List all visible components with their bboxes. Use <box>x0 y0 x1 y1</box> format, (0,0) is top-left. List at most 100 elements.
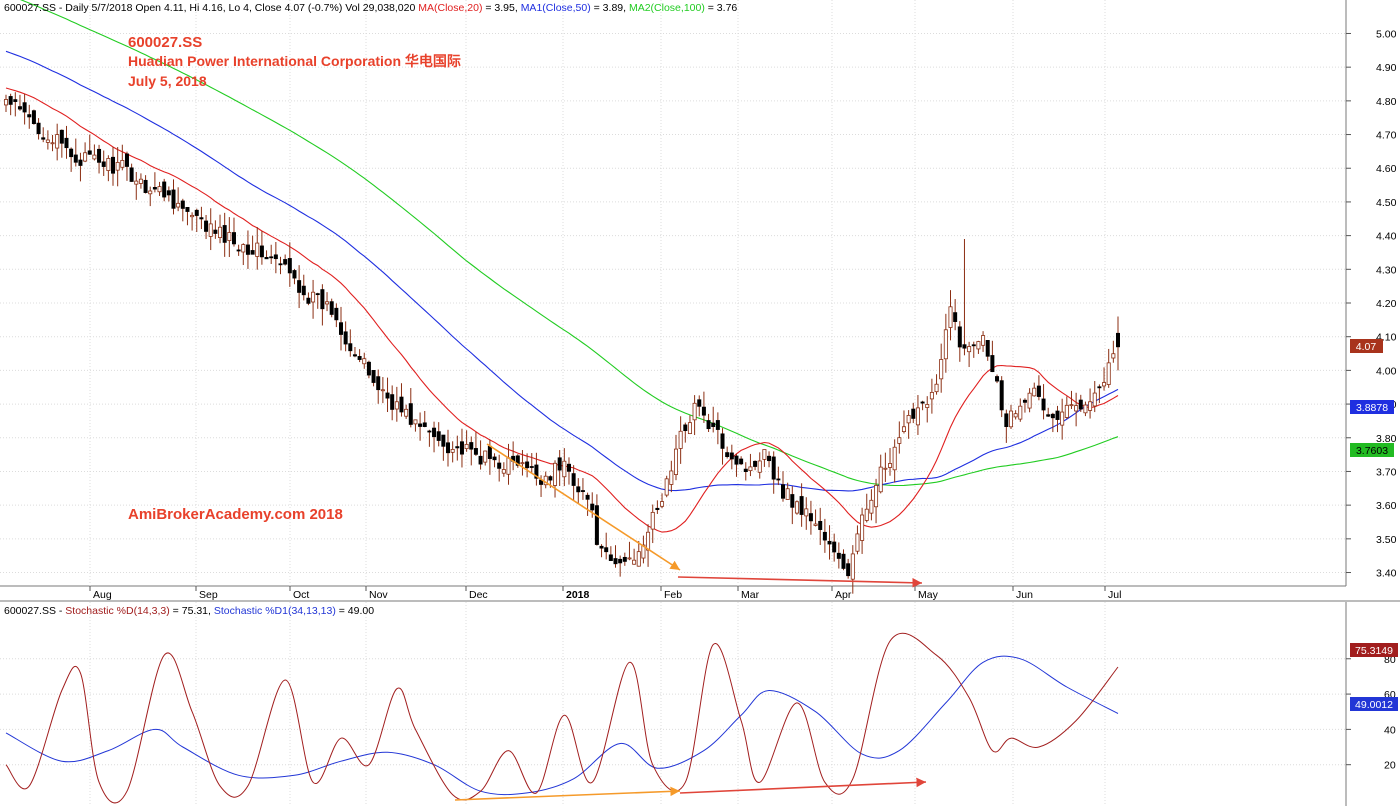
candle <box>757 452 762 479</box>
candle <box>148 186 153 207</box>
candle <box>967 341 972 368</box>
candle <box>311 279 316 319</box>
last-close-badge: 4.07 <box>1350 339 1383 353</box>
month-label: Jun <box>1016 589 1033 601</box>
candle <box>138 173 143 189</box>
candle <box>390 385 395 421</box>
candle <box>166 186 171 202</box>
candle <box>571 465 576 501</box>
candle <box>785 482 790 500</box>
candle <box>762 449 767 467</box>
candle <box>520 450 525 476</box>
candle <box>734 453 739 477</box>
candle <box>799 483 804 527</box>
candle <box>1111 340 1116 363</box>
candle <box>860 507 865 554</box>
price-tick-label: 4.20 <box>1376 298 1397 310</box>
stoch-tick-label: 40 <box>1384 724 1396 736</box>
ma50-header-value: = 3.89, <box>591 2 626 14</box>
candle <box>636 540 641 567</box>
candle <box>255 227 260 270</box>
candle <box>352 347 357 358</box>
candle <box>767 451 772 468</box>
candle <box>832 533 837 562</box>
candle <box>781 471 786 502</box>
price-summary: 600027.SS - Daily 5/7/2018 Open 4.11, Hi… <box>4 2 415 14</box>
candle <box>380 377 385 404</box>
stoch-fast-header-value: = 75.31, <box>170 605 211 617</box>
candle <box>794 500 799 515</box>
candle <box>469 436 474 466</box>
candle <box>8 93 13 116</box>
price-tick-label: 4.70 <box>1376 130 1397 142</box>
candle <box>836 542 841 569</box>
candle <box>31 109 36 125</box>
candle <box>976 340 981 354</box>
candle <box>450 441 455 463</box>
svg-text:3.8878: 3.8878 <box>1356 402 1388 414</box>
candle <box>320 284 325 326</box>
candle <box>557 450 562 486</box>
candle <box>813 509 818 527</box>
candle <box>1092 381 1097 413</box>
divergence-arrows <box>454 443 927 801</box>
ma50-line <box>5 50 1119 492</box>
candle <box>432 421 437 453</box>
price-tick-label: 4.90 <box>1376 62 1397 74</box>
candle <box>371 370 376 387</box>
price-tick-label: 3.70 <box>1376 466 1397 478</box>
stoch-slow-badge: 49.0012 <box>1350 697 1398 711</box>
candle <box>143 175 148 194</box>
candle <box>1008 404 1013 429</box>
month-label: Feb <box>664 589 682 601</box>
candle <box>1116 316 1121 371</box>
candle <box>1041 384 1046 420</box>
candle <box>413 419 418 432</box>
candle <box>176 187 181 212</box>
candle <box>646 524 651 567</box>
candle <box>259 231 264 265</box>
candle <box>22 93 27 125</box>
candle <box>673 434 678 481</box>
candle <box>576 478 581 504</box>
candle <box>604 532 609 560</box>
candle <box>1050 412 1055 433</box>
candle <box>920 400 925 411</box>
price-low-arrow <box>677 576 923 588</box>
ma50-header-label: MA1(Close,50) <box>521 2 591 14</box>
candle <box>180 198 185 222</box>
candle <box>194 208 199 233</box>
month-label: Sep <box>199 589 218 601</box>
candle <box>687 415 692 435</box>
candle <box>901 410 906 434</box>
candle <box>678 416 683 464</box>
candle <box>478 440 483 470</box>
candle <box>990 340 995 373</box>
candle <box>36 118 41 140</box>
candle <box>376 369 381 404</box>
price-tick-label: 4.40 <box>1376 231 1397 243</box>
candle <box>808 500 813 535</box>
candle <box>315 292 320 309</box>
candle <box>855 525 860 555</box>
annotation-company: Huadian Power International Corporation … <box>128 53 461 69</box>
candle <box>124 151 129 181</box>
candle <box>13 92 18 117</box>
candle <box>106 155 111 182</box>
candle <box>818 507 823 545</box>
candle <box>41 127 46 143</box>
candle <box>120 144 125 171</box>
price-tick-label: 3.50 <box>1376 534 1397 546</box>
candle <box>553 460 558 498</box>
month-label: Mar <box>741 589 760 601</box>
candle <box>418 412 423 441</box>
candle <box>83 142 88 163</box>
candle <box>208 208 213 251</box>
candle <box>190 212 195 231</box>
annotation-date: July 5, 2018 <box>128 73 207 89</box>
candle <box>618 555 623 577</box>
candle <box>459 428 464 468</box>
candle <box>204 214 209 240</box>
price-header: 600027.SS - Daily 5/7/2018 Open 4.11, Hi… <box>4 2 737 14</box>
candle <box>995 374 1000 384</box>
